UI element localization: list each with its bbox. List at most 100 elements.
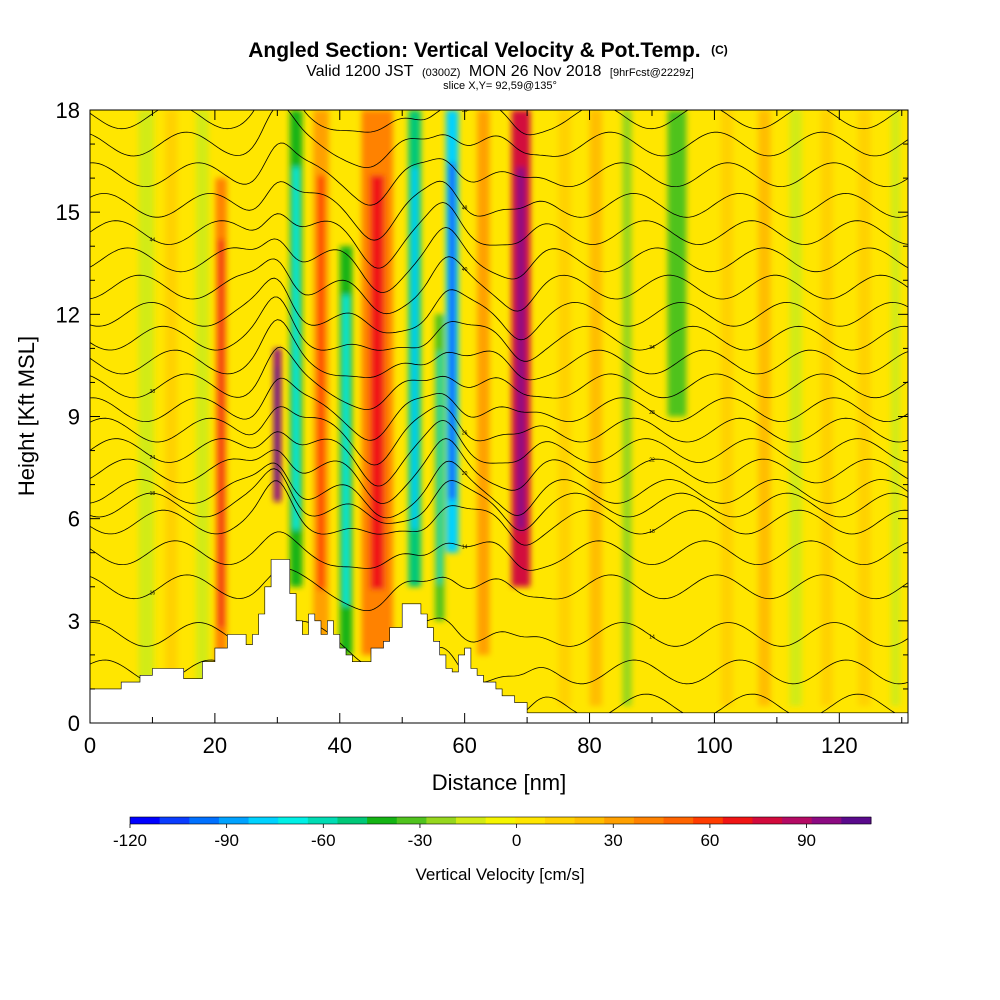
colorbar-tick-label: -30	[408, 831, 433, 850]
velocity-core	[293, 167, 299, 530]
theta-contour	[90, 142, 908, 206]
chart-title: Angled Section: Vertical Velocity & Pot.…	[248, 39, 728, 62]
slice-label: slice X,Y= 92,59@135°	[443, 80, 557, 92]
y-tick-label: 9	[68, 405, 80, 430]
x-axis: 0 20 40 60 80 100 120	[84, 110, 903, 758]
colorbar-title: Vertical Velocity [cm/s]	[415, 865, 584, 884]
y-tick-label: 12	[56, 302, 80, 327]
terrain	[90, 559, 908, 723]
colorbar-swatch	[633, 817, 665, 824]
y-axis-title: Height [Kft MSL]	[14, 336, 39, 496]
colorbar-swatch	[752, 817, 783, 824]
velocity-core	[275, 366, 280, 484]
theta-contour	[90, 377, 908, 441]
colorbar-swatch	[693, 817, 724, 824]
colorbar-tick-label: 0	[512, 831, 521, 850]
colorbar-swatch	[189, 817, 220, 824]
velocity-core	[343, 295, 349, 606]
theta-contour	[90, 296, 908, 362]
theta-contour-label: 18	[150, 491, 156, 497]
colorbar-frame	[129, 816, 872, 825]
colorbar-tick-label: 90	[797, 831, 816, 850]
colorbar-swatch	[811, 817, 842, 824]
velocity-band	[622, 110, 632, 706]
plot-background	[90, 110, 908, 723]
colorbar-swatch	[782, 817, 813, 824]
velocity-core	[516, 167, 526, 530]
theta-contour	[90, 480, 908, 546]
colorbar-swatch	[159, 817, 190, 824]
x-tick-label: 60	[452, 733, 476, 758]
theta-contour-label: 30	[150, 389, 156, 395]
colorbar-swatch	[604, 817, 635, 824]
x-tick-label: 20	[203, 733, 227, 758]
y-tick-label: 0	[68, 711, 80, 736]
theta-contour	[90, 567, 908, 611]
colorbar-swatch	[722, 817, 753, 824]
velocity-band	[113, 110, 130, 689]
colorbar-swatch	[248, 817, 279, 824]
colorbar-swatch	[278, 817, 309, 824]
colorbar-swatch	[337, 817, 368, 824]
x-tick-label: 120	[821, 733, 858, 758]
y-tick-label: 18	[56, 98, 80, 123]
velocity-core	[449, 163, 455, 500]
plot-area: 14161418182022242628303440444856	[90, 110, 908, 723]
theta-contour-label: 40	[462, 267, 468, 273]
y-tick-label: 15	[56, 200, 80, 225]
x-tick-label: 0	[84, 733, 96, 758]
theta-contour	[90, 438, 908, 504]
colorbar-swatch	[515, 817, 546, 824]
theta-contour	[90, 346, 908, 410]
colorbar-swatch	[574, 817, 605, 824]
theta-contour-label: 14	[649, 635, 655, 641]
colorbar-swatch	[307, 817, 338, 824]
colorbar-swatch	[841, 817, 872, 824]
theta-contour-label: 24	[150, 455, 156, 461]
theta-contour	[90, 419, 908, 487]
colorbar: -120 -90 -60 -30 0 30 60 90	[113, 816, 872, 850]
velocity-core	[317, 175, 325, 590]
theta-contour-label: 22	[649, 458, 655, 464]
colorbar-swatch	[663, 817, 694, 824]
theta-contour	[90, 468, 908, 531]
chart-subtitle: Valid 1200 JST (0300Z) MON 26 Nov 2018 […	[306, 63, 694, 80]
terrain-outline	[90, 559, 908, 723]
x-tick-label: 100	[696, 733, 733, 758]
colorbar-swatch	[130, 817, 161, 824]
y-tick-label: 3	[68, 609, 80, 634]
velocity-band	[667, 110, 687, 417]
theta-contour-label: 14	[462, 545, 468, 551]
theta-contour-label: 44	[150, 237, 156, 243]
theta-contour-label: 18	[649, 529, 655, 535]
velocity-core	[218, 239, 224, 628]
velocity-band	[758, 110, 771, 706]
theta-contour-label: 48	[462, 206, 468, 212]
colorbar-swatch	[426, 817, 457, 824]
theta-contour	[90, 227, 908, 293]
theta-contour-label: 28	[649, 410, 655, 416]
colorbar-tick-label: -60	[311, 831, 336, 850]
theta-contour-label: 34	[649, 345, 655, 351]
velocity-band	[589, 110, 603, 706]
colorbar-tick-label: 60	[700, 831, 719, 850]
colorbar-tick-label: -120	[113, 831, 147, 850]
colorbar-swatch	[218, 817, 250, 824]
theta-contour	[90, 110, 908, 168]
velocity-band	[858, 110, 871, 706]
theta-contour-label: 16	[150, 590, 156, 596]
colorbar-swatch	[396, 817, 427, 824]
theta-contour	[90, 319, 908, 381]
velocity-band	[164, 110, 178, 689]
theta-contour	[90, 405, 908, 466]
velocity-band	[789, 110, 802, 706]
x-tick-label: 80	[577, 733, 601, 758]
theta-contour	[90, 256, 908, 315]
colorbar-tick-label: -90	[214, 831, 239, 850]
colorbar-swatch	[367, 817, 398, 824]
theta-contour	[90, 202, 908, 269]
theta-contour	[90, 617, 908, 666]
theta-contour	[90, 460, 908, 519]
y-tick-label: 6	[68, 507, 80, 532]
